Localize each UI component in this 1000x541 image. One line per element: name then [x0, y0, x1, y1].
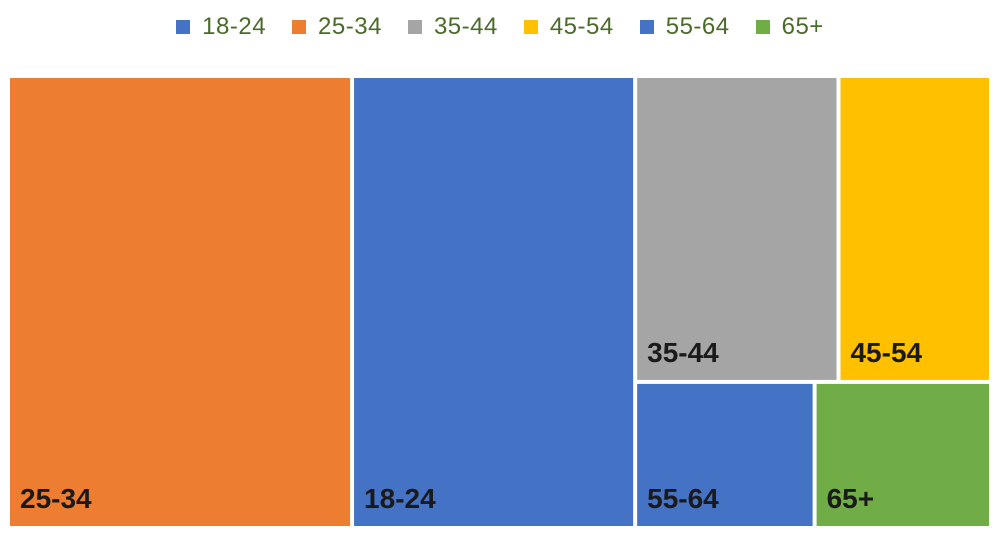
treemap-label-18-24: 18-24 [364, 483, 436, 514]
legend-label-25-34: 25-34 [318, 13, 382, 40]
treemap-tile-18-24 [354, 78, 634, 526]
legend-item-55-64: 55-64 [639, 13, 730, 41]
treemap-label-45-54: 45-54 [850, 337, 922, 368]
treemap-tile-25-34 [10, 78, 351, 526]
legend-item-18-24: 18-24 [176, 13, 266, 41]
legend-swatch-18-24 [176, 20, 191, 34]
legend-swatch-55-64 [639, 20, 654, 34]
legend-label-65-plus: 65+ [781, 13, 824, 40]
treemap-tile-45-54 [840, 78, 989, 380]
legend-item-35-44: 35-44 [407, 13, 498, 41]
chart-legend: 18-24 25-34 35-44 45-54 55-64 65+ [0, 10, 1000, 44]
legend-item-65-plus: 65+ [755, 13, 824, 41]
legend-label-35-44: 35-44 [433, 13, 498, 40]
legend-label-18-24: 18-24 [202, 13, 267, 40]
legend-item-45-54: 45-54 [523, 13, 614, 41]
legend-swatch-45-54 [523, 20, 538, 34]
treemap-tile-65-plus [816, 383, 989, 526]
legend-swatch-25-34 [292, 20, 307, 34]
treemap-label-35-44: 35-44 [647, 337, 719, 368]
treemap-tile-35-44 [637, 78, 837, 380]
legend-label-55-64: 55-64 [665, 13, 730, 40]
treemap-label-65-plus: 65+ [827, 483, 875, 514]
treemap-tile-55-64 [637, 383, 813, 526]
legend-swatch-65-plus [755, 20, 770, 34]
treemap-label-25-34: 25-34 [20, 483, 92, 514]
treemap-label-55-64: 55-64 [647, 483, 719, 514]
legend-swatch-35-44 [407, 20, 422, 34]
legend-label-45-54: 45-54 [549, 13, 614, 40]
legend-item-25-34: 25-34 [292, 13, 382, 41]
